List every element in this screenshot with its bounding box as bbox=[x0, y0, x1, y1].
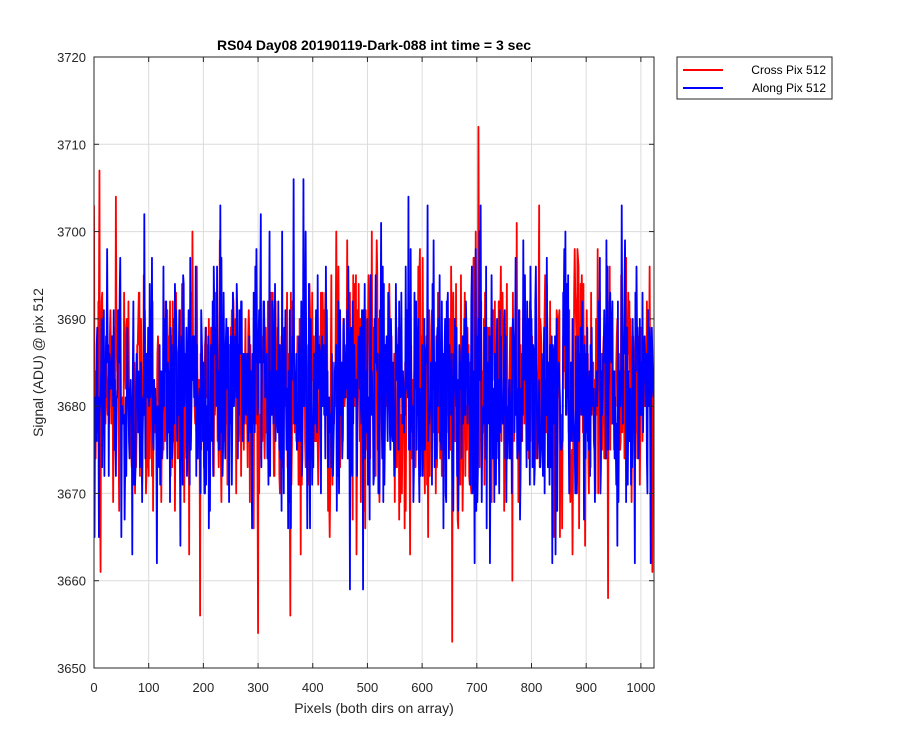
legend: Cross Pix 512 Along Pix 512 bbox=[676, 56, 833, 100]
y-tick-label: 3660 bbox=[57, 574, 86, 589]
plot-frame bbox=[93, 56, 655, 669]
x-tick-label: 800 bbox=[521, 680, 543, 695]
legend-box bbox=[676, 56, 833, 100]
y-tick-label: 3680 bbox=[57, 399, 86, 414]
series-line-along bbox=[94, 178, 654, 591]
x-tick-label: 700 bbox=[466, 680, 488, 695]
x-tick-label: 200 bbox=[193, 680, 215, 695]
y-tick-label: 3700 bbox=[57, 225, 86, 240]
y-tick-label: 3670 bbox=[57, 486, 86, 501]
x-tick-label: 300 bbox=[247, 680, 269, 695]
x-tick-label: 600 bbox=[411, 680, 433, 695]
chart-title: RS04 Day08 20190119-Dark-088 int time = … bbox=[217, 37, 531, 53]
x-tick-label: 900 bbox=[575, 680, 597, 695]
y-tick-label: 3650 bbox=[57, 661, 86, 676]
y-tick-label: 3720 bbox=[57, 50, 86, 65]
x-tick-label: 400 bbox=[302, 680, 324, 695]
axis-ticks: 0 100 200 300 400 500 600 700 800 900 1000 3650 3660… bbox=[57, 50, 655, 695]
x-tick-label: 500 bbox=[357, 680, 379, 695]
x-tick-label: 100 bbox=[138, 680, 160, 695]
x-tick-label: 0 bbox=[90, 680, 97, 695]
x-axis-label: Pixels (both dirs on array) bbox=[294, 700, 454, 716]
y-tick-label: 3710 bbox=[57, 137, 86, 152]
series-layer bbox=[94, 125, 654, 643]
legend-label-cross: Cross Pix 512 bbox=[751, 63, 826, 77]
y-axis-label: Signal (ADU) @ pix 512 bbox=[30, 288, 46, 437]
y-tick-label: 3690 bbox=[57, 312, 86, 327]
legend-label-along: Along Pix 512 bbox=[752, 81, 826, 95]
x-tick-label: 1000 bbox=[626, 680, 655, 695]
